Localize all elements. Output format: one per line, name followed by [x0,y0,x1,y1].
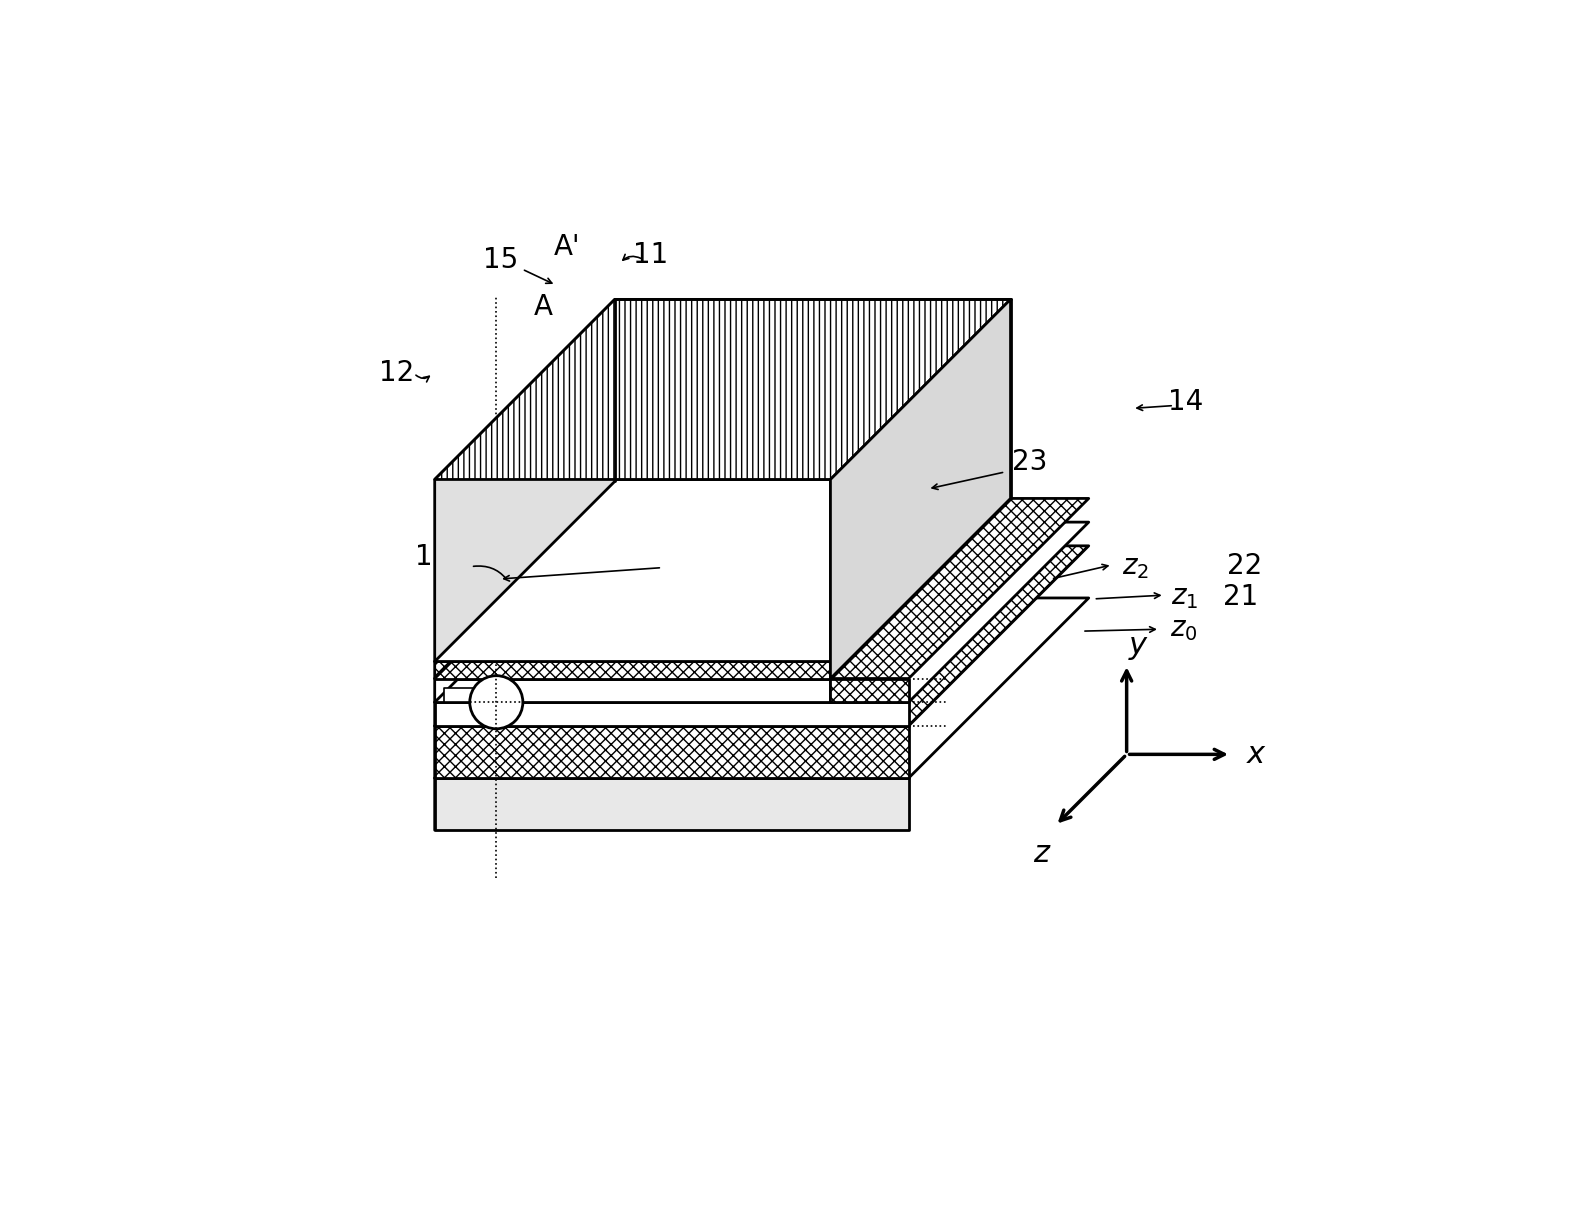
Text: 11: 11 [634,241,669,268]
Polygon shape [445,688,492,702]
FancyArrowPatch shape [473,566,505,579]
Text: 13: 13 [414,543,451,571]
Polygon shape [435,678,831,702]
Polygon shape [435,499,1010,678]
Text: A': A' [554,233,581,261]
Text: $z_1$: $z_1$ [1172,583,1199,611]
Polygon shape [435,545,1089,726]
Text: 14: 14 [1167,388,1204,416]
Text: z: z [1034,840,1050,868]
Polygon shape [435,299,615,661]
Text: 22: 22 [1228,551,1262,580]
Polygon shape [435,481,1010,661]
Polygon shape [435,598,1089,778]
Text: 12: 12 [380,359,414,388]
Polygon shape [435,499,615,702]
Text: y: y [1129,630,1147,660]
Polygon shape [831,299,1010,678]
Polygon shape [831,678,908,702]
Polygon shape [435,522,1089,702]
Polygon shape [435,481,615,678]
Text: $z_2$: $z_2$ [1121,553,1150,581]
Circle shape [470,676,522,729]
Polygon shape [435,545,615,778]
Polygon shape [435,598,615,830]
Polygon shape [831,499,1089,678]
Polygon shape [435,661,831,678]
Polygon shape [435,778,908,830]
Polygon shape [435,299,1010,480]
Polygon shape [435,726,908,778]
Text: A: A [534,293,553,321]
Text: $z_0$: $z_0$ [1170,616,1197,644]
Text: 15: 15 [483,245,519,273]
Polygon shape [435,522,615,726]
Polygon shape [435,480,831,661]
Text: 31: 31 [673,550,708,579]
Text: x: x [1247,740,1264,769]
Text: 23: 23 [1012,448,1048,476]
Polygon shape [435,702,908,726]
Text: 21: 21 [1223,583,1259,611]
